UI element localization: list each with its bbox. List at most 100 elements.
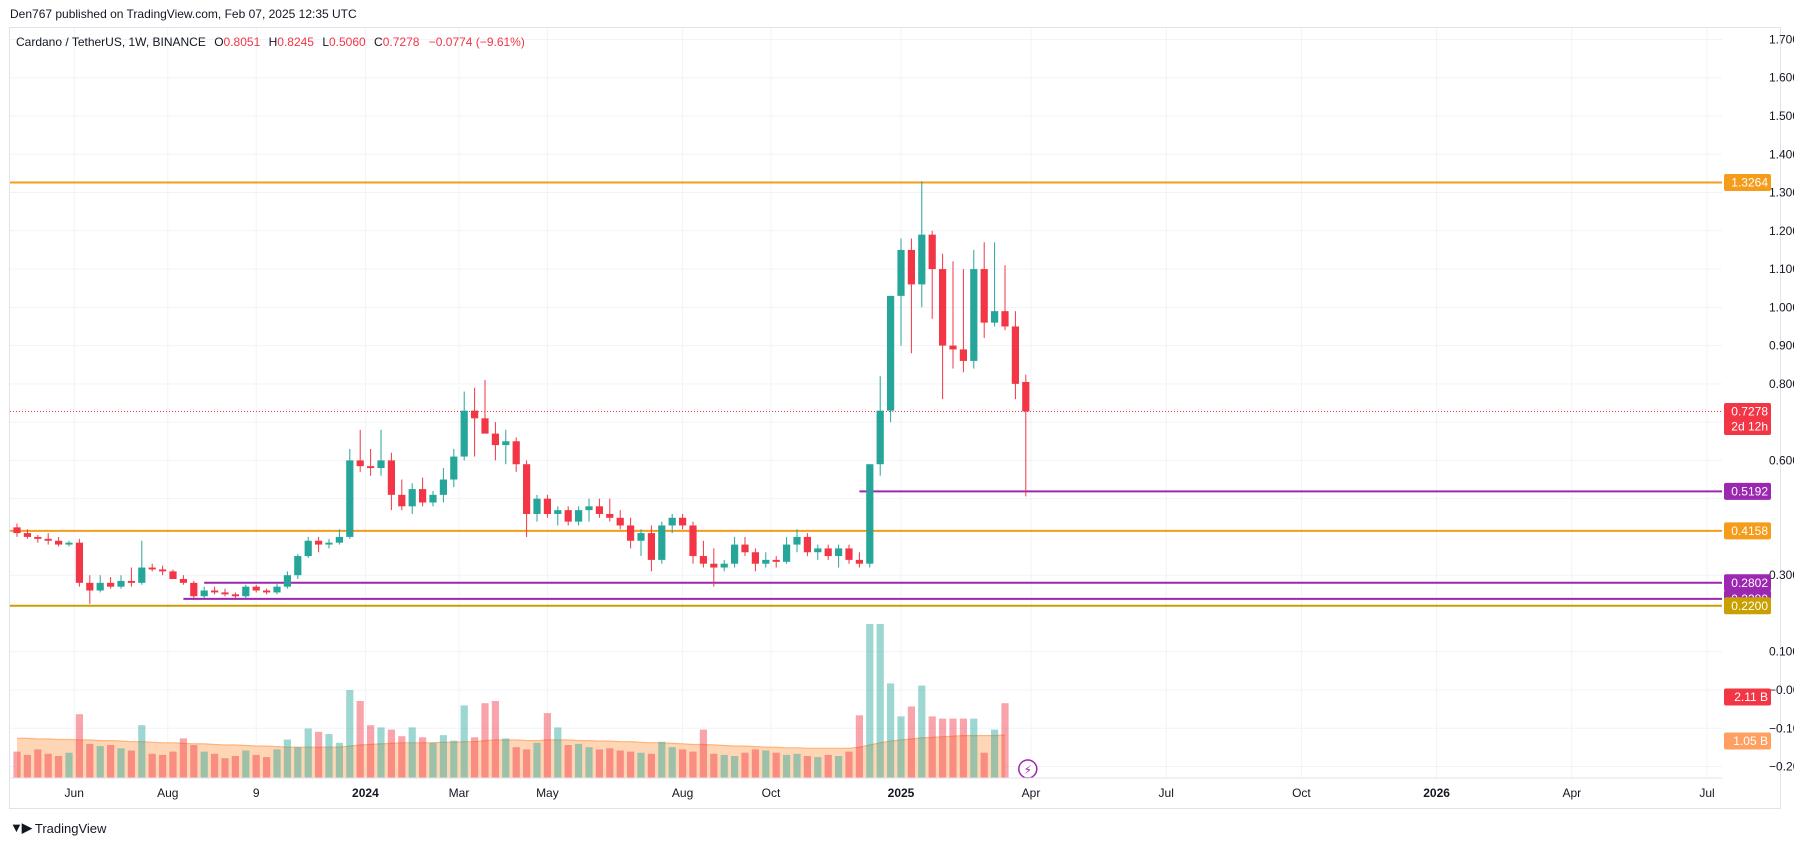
volume-bar bbox=[252, 754, 260, 778]
volume-ma-line bbox=[17, 734, 1006, 749]
candles bbox=[13, 181, 1030, 604]
candle-body bbox=[55, 540, 63, 545]
candle-body bbox=[949, 345, 957, 350]
volume-bar bbox=[148, 753, 156, 778]
horizontal-levels[interactable] bbox=[10, 181, 1722, 607]
volume-bar bbox=[928, 716, 936, 778]
candle-body bbox=[710, 563, 718, 568]
candle-body bbox=[44, 538, 52, 541]
candle-body bbox=[325, 542, 333, 545]
candle-body bbox=[460, 410, 468, 457]
candle-body bbox=[315, 540, 323, 545]
volume-bar bbox=[637, 752, 645, 778]
candle-body bbox=[502, 441, 510, 446]
volume-bar bbox=[211, 753, 219, 778]
candle-body bbox=[897, 249, 905, 296]
volume-bar bbox=[34, 749, 42, 778]
volume-bar bbox=[970, 718, 978, 778]
volume-bar bbox=[304, 728, 312, 778]
volume-bar bbox=[647, 753, 655, 778]
candle-body bbox=[263, 590, 271, 593]
volume-bar bbox=[273, 749, 281, 778]
candle-body bbox=[221, 592, 229, 595]
volume-bar bbox=[512, 747, 520, 778]
candle-body bbox=[408, 489, 416, 507]
volume-bar bbox=[138, 725, 146, 778]
volume-total-tag: 2.11 B bbox=[1734, 690, 1768, 704]
volume-bar bbox=[523, 749, 531, 778]
volume-bar bbox=[367, 725, 375, 778]
volume-bar bbox=[762, 750, 770, 778]
level-price-tag-bg bbox=[1724, 597, 1771, 615]
price-tick-label: 1.3000 bbox=[1769, 186, 1794, 200]
price-tick-label: 1.5000 bbox=[1769, 109, 1794, 123]
level-price-tag-bg bbox=[1724, 482, 1771, 500]
volume-bar bbox=[387, 729, 395, 778]
candle-body bbox=[429, 494, 437, 503]
candle-body bbox=[450, 456, 458, 480]
brand-footer[interactable]: ▼▶ TradingView bbox=[10, 820, 106, 836]
candle-body bbox=[96, 582, 104, 591]
price-tick-label: 0.3000 bbox=[1769, 568, 1794, 582]
candle-body bbox=[190, 582, 198, 597]
time-tick-label: Jul bbox=[1159, 786, 1174, 800]
price-tick-label: 1.1000 bbox=[1769, 262, 1794, 276]
volume-bar bbox=[44, 753, 52, 778]
price-tick-label: 1.4000 bbox=[1769, 147, 1794, 161]
volume-bar bbox=[751, 749, 759, 778]
candle-body bbox=[65, 542, 73, 545]
candle-body bbox=[616, 517, 624, 526]
high-value: 0.8245 bbox=[277, 35, 314, 49]
volume-bar bbox=[668, 747, 676, 778]
volume-bar bbox=[169, 751, 177, 778]
candle-body bbox=[876, 410, 884, 465]
volume-bar bbox=[918, 685, 926, 778]
open-label: O bbox=[214, 35, 224, 49]
candle-body bbox=[1011, 326, 1019, 384]
volume-bar bbox=[741, 752, 749, 778]
countdown-tag: 2d 12h bbox=[1731, 419, 1768, 433]
candle-body bbox=[627, 525, 635, 541]
candle-body bbox=[439, 479, 447, 495]
candle-body bbox=[471, 410, 479, 419]
candle-body bbox=[741, 544, 749, 553]
volume-bar bbox=[200, 751, 208, 778]
volume-bar bbox=[491, 701, 499, 778]
candle-body bbox=[845, 548, 853, 560]
candle-body bbox=[179, 579, 187, 583]
volume-bar bbox=[481, 703, 489, 778]
volume-bar bbox=[606, 748, 614, 778]
volume-bar bbox=[959, 718, 967, 778]
volume-bar bbox=[564, 745, 572, 778]
volume-bar bbox=[96, 746, 104, 778]
volume-bar bbox=[710, 753, 718, 778]
price-tick-label: 0.1000 bbox=[1769, 645, 1794, 659]
level-price-tag: 0.2802 bbox=[1731, 576, 1768, 590]
time-tick-label: Jun bbox=[65, 786, 84, 800]
candle-body bbox=[991, 311, 999, 323]
chart-frame bbox=[9, 27, 1781, 809]
volume-bar bbox=[824, 754, 832, 778]
volume-bar bbox=[325, 734, 333, 778]
candle-body bbox=[928, 234, 936, 270]
candle-body bbox=[637, 533, 645, 541]
price-tick-label: −0.0000 bbox=[1769, 683, 1794, 697]
candle-body bbox=[835, 548, 843, 557]
candle-body bbox=[367, 466, 375, 469]
candle-body bbox=[731, 544, 739, 564]
volume-bar bbox=[263, 757, 271, 778]
candle-body bbox=[959, 349, 967, 361]
candle-body bbox=[481, 418, 489, 434]
volume-bar bbox=[658, 741, 666, 778]
time-tick-label: Jul bbox=[1699, 786, 1714, 800]
volume-bar bbox=[242, 750, 250, 778]
candle-body bbox=[918, 234, 926, 285]
time-tick-label: 2026 bbox=[1423, 786, 1450, 800]
level-price-tag-bg bbox=[1724, 173, 1771, 191]
countdown-tag-bg bbox=[1724, 417, 1771, 435]
candle-body bbox=[814, 548, 822, 553]
volume-total-tag-bg bbox=[1724, 688, 1771, 706]
